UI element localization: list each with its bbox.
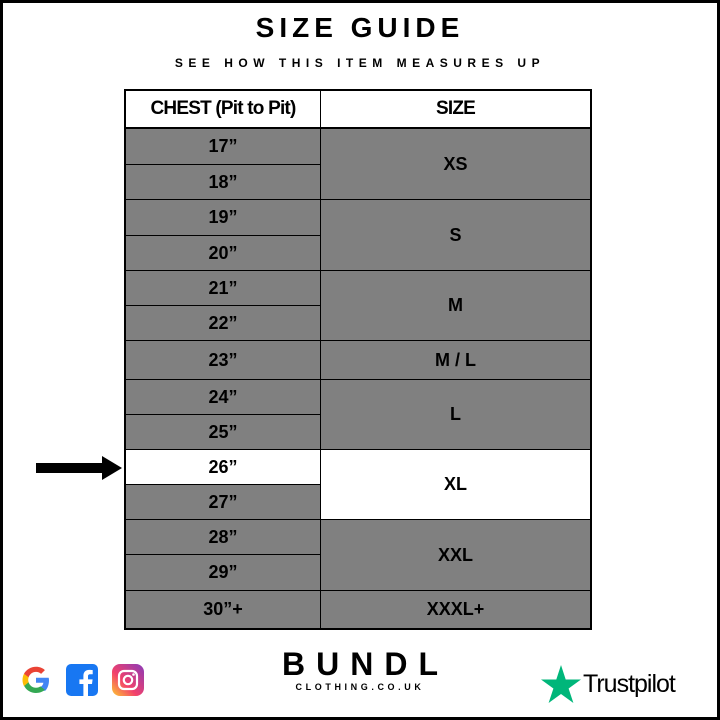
chest-cell-highlighted: 26” — [126, 450, 321, 485]
trustpilot-label: Trustpilot — [583, 669, 676, 698]
facebook-icon[interactable] — [66, 664, 98, 696]
size-cell: S — [321, 200, 590, 271]
chest-cell: 25” — [126, 415, 321, 450]
arrow-right-icon — [36, 456, 122, 480]
header-chest: CHEST (Pit to Pit) — [126, 91, 321, 129]
brand-logo: BUNDL CLOTHING.CO.UK — [278, 648, 442, 692]
page-subtitle: SEE HOW THIS ITEM MEASURES UP — [174, 56, 546, 70]
brand-name: BUNDL — [282, 646, 449, 682]
size-cell: M / L — [321, 341, 590, 380]
size-cell: XS — [321, 129, 590, 200]
page-title: SIZE GUIDE — [255, 12, 465, 43]
chest-cell: 20” — [126, 236, 321, 271]
brand-subtitle: CLOTHING.CO.UK — [295, 682, 425, 692]
chest-cell: 27” — [126, 485, 321, 520]
trustpilot-star-icon — [541, 665, 581, 703]
chest-cell: 18” — [126, 165, 321, 200]
chest-cell: 23” — [126, 341, 321, 380]
trustpilot-logo[interactable]: Trustpilot — [541, 665, 676, 703]
header-size: SIZE — [321, 91, 590, 129]
size-cell: M — [321, 271, 590, 341]
chest-cell: 22” — [126, 306, 321, 341]
chest-cell: 21” — [126, 271, 321, 306]
size-cell: XXXL+ — [426, 599, 485, 619]
social-icons — [20, 664, 144, 696]
chest-cell: 24” — [126, 380, 321, 415]
google-icon[interactable] — [20, 664, 52, 696]
chest-cell: 17” — [126, 129, 321, 165]
size-table: CHEST (Pit to Pit) SIZE 17” 18” 19” 20” … — [124, 89, 592, 630]
size-cell-highlighted: XL — [321, 450, 590, 520]
chest-cell: 29” — [126, 555, 321, 591]
chest-cell: 19” — [126, 200, 321, 236]
chest-cell: 30”+ — [126, 591, 321, 628]
chest-cell: 28” — [126, 520, 321, 555]
size-cell: L — [321, 380, 590, 450]
size-cell: XXL — [321, 520, 590, 591]
instagram-icon[interactable] — [112, 664, 144, 696]
